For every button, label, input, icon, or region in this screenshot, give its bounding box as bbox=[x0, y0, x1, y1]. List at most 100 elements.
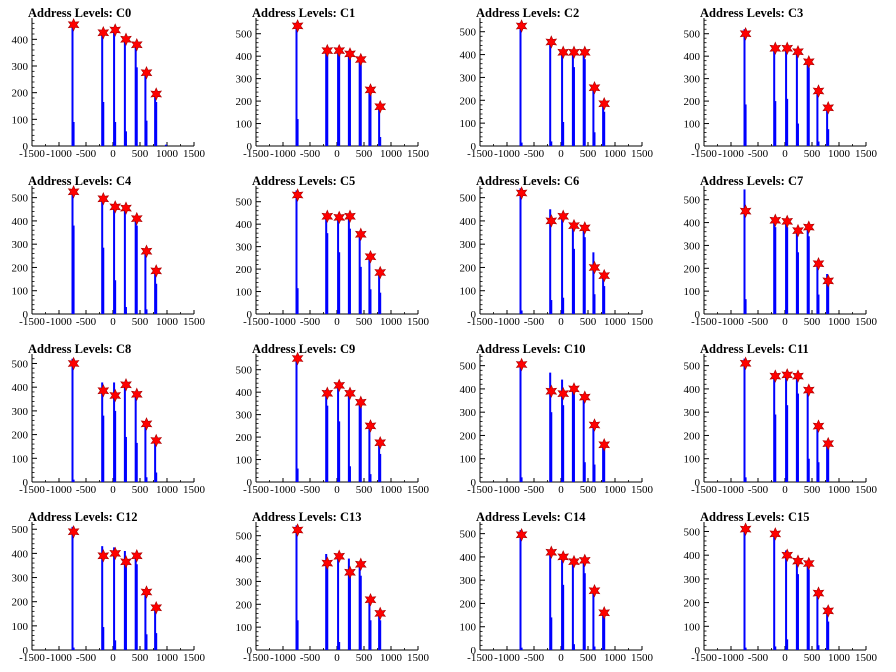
histogram-bar bbox=[325, 389, 328, 482]
histogram-bar bbox=[817, 294, 820, 314]
peak-marker bbox=[802, 556, 815, 571]
peak-marker bbox=[578, 553, 591, 568]
histogram-bar bbox=[827, 447, 830, 482]
y-tick-label: 0 bbox=[695, 645, 701, 657]
y-tick-label: 300 bbox=[236, 410, 253, 422]
x-tick-label: 1500 bbox=[407, 652, 430, 664]
chart-panel-8: 0 100 200 300 400 500 -1500 -1000 -500 0 500 1000 15… bbox=[0, 336, 224, 504]
histogram-bar bbox=[796, 574, 799, 650]
peak-marker bbox=[822, 436, 835, 451]
histogram-bar bbox=[743, 526, 746, 650]
peak-marker bbox=[374, 606, 387, 621]
y-tick-label: 500 bbox=[460, 193, 477, 205]
chart-svg: 0 100 200 300 400 -1500 -1000 -500 0 500 1000 1500 bbox=[12, 17, 206, 160]
chart-svg: 0 100 200 300 400 500 -1500 -1000 -500 0 500 1000 15… bbox=[12, 522, 206, 664]
x-tick-label: -500 bbox=[76, 484, 97, 496]
histogram-bar bbox=[326, 52, 329, 146]
y-tick-label: 100 bbox=[684, 454, 701, 466]
peak-marker bbox=[109, 546, 122, 561]
x-tick-label: -500 bbox=[524, 148, 545, 160]
peak-marker bbox=[578, 45, 591, 60]
peak-marker bbox=[515, 357, 528, 372]
histogram-bar bbox=[124, 436, 127, 482]
x-tick-label: -1500 bbox=[243, 148, 269, 160]
histogram-bar bbox=[347, 215, 350, 314]
chart-panel-10: 0 100 200 300 400 500 -1500 -1000 -500 0 500 1000 15… bbox=[448, 336, 672, 504]
histogram-bar bbox=[774, 414, 777, 482]
y-tick-label: 200 bbox=[460, 95, 477, 107]
peak-marker bbox=[120, 32, 132, 47]
histogram-bar bbox=[295, 525, 298, 650]
chart-svg: 0 100 200 300 400 500 -1500 -1000 -500 0 500 1000 15… bbox=[236, 18, 430, 160]
peak-marker bbox=[545, 214, 558, 228]
y-tick-label: 300 bbox=[236, 576, 253, 588]
histogram-bar bbox=[325, 215, 328, 314]
histogram-bar bbox=[378, 613, 381, 650]
histogram-bar bbox=[774, 101, 777, 146]
y-tick-label: 500 bbox=[12, 193, 29, 205]
histogram-bar bbox=[124, 131, 127, 146]
peak-marker bbox=[812, 84, 825, 98]
chart-panel-7: 0 100 200 300 400 500 -1500 -1000 -500 0 500 1000 15… bbox=[672, 168, 896, 336]
x-tick-label: 1000 bbox=[604, 484, 627, 496]
y-tick-label: 100 bbox=[236, 455, 253, 467]
histogram-bar bbox=[296, 288, 299, 314]
y-tick-label: 300 bbox=[12, 573, 29, 585]
chart-panel-6: 0 100 200 300 400 500 -1500 -1000 -500 0 500 1000 15… bbox=[448, 168, 672, 336]
chart-title: Address Levels: C1 bbox=[252, 6, 356, 20]
histogram-bar bbox=[72, 122, 75, 146]
y-tick-label: 500 bbox=[236, 531, 253, 543]
y-tick-label: 400 bbox=[236, 554, 253, 566]
histogram-bar bbox=[379, 292, 382, 314]
y-tick-label: 100 bbox=[236, 287, 253, 299]
histogram-bar bbox=[325, 49, 328, 146]
histogram-bar bbox=[743, 358, 746, 482]
chart-panel-13: 0 100 200 300 400 500 -1500 -1000 -500 0 500 1000 15… bbox=[224, 504, 448, 672]
peak-marker bbox=[67, 524, 80, 539]
peak-marker bbox=[291, 351, 304, 366]
x-tick-label: -1000 bbox=[494, 484, 520, 496]
histogram-bar bbox=[113, 28, 116, 147]
peak-marker bbox=[769, 369, 782, 383]
chart-svg: 0 100 200 300 400 500 -1500 -1000 -500 0 500 1000 15… bbox=[236, 522, 430, 664]
peak-marker bbox=[344, 386, 356, 401]
histogram-bar bbox=[796, 393, 799, 482]
histogram-bar bbox=[154, 94, 157, 146]
x-tick-label: -1500 bbox=[467, 148, 493, 160]
x-tick-label: 1500 bbox=[407, 148, 430, 160]
peak-marker bbox=[557, 550, 570, 564]
peak-marker bbox=[321, 43, 334, 58]
histogram-bar bbox=[359, 266, 362, 314]
x-tick-label: -1000 bbox=[270, 652, 296, 664]
histogram-bar bbox=[786, 227, 789, 314]
y-tick-label: 500 bbox=[460, 529, 477, 541]
histogram-bar bbox=[358, 401, 361, 482]
histogram-bar bbox=[359, 405, 362, 482]
chart-svg: 0 100 200 300 400 500 -1500 -1000 -500 0 500 1000 15… bbox=[684, 186, 878, 328]
x-tick-label: 1000 bbox=[380, 148, 403, 160]
histogram-bar bbox=[123, 382, 126, 482]
x-tick-label: -1500 bbox=[19, 652, 45, 664]
histogram-bar bbox=[795, 562, 798, 650]
chart-panel-3: 0 100 200 300 400 500 -1500 -1000 -500 0 500 1000 15… bbox=[672, 0, 896, 168]
histogram-bar bbox=[101, 197, 104, 314]
histogram-bar bbox=[114, 280, 117, 314]
y-tick-label: 500 bbox=[236, 29, 253, 41]
y-tick-label: 300 bbox=[684, 407, 701, 419]
histogram-bar bbox=[102, 627, 105, 650]
histogram-bar bbox=[348, 228, 351, 314]
histogram-bar bbox=[379, 453, 382, 482]
x-tick-label: -1000 bbox=[46, 484, 72, 496]
x-tick-label: -500 bbox=[524, 316, 545, 328]
histogram-bar bbox=[817, 462, 820, 482]
histogram-bar bbox=[135, 225, 138, 314]
y-tick-label: 200 bbox=[236, 432, 253, 444]
x-tick-label: -1000 bbox=[46, 652, 72, 664]
histogram-bar bbox=[816, 426, 819, 482]
chart-title: Address Levels: C2 bbox=[476, 6, 580, 20]
peak-marker bbox=[557, 45, 570, 60]
peak-marker bbox=[515, 528, 528, 542]
histogram-bar bbox=[369, 94, 372, 146]
x-tick-label: -1500 bbox=[691, 484, 717, 496]
y-tick-label: 0 bbox=[247, 309, 253, 321]
